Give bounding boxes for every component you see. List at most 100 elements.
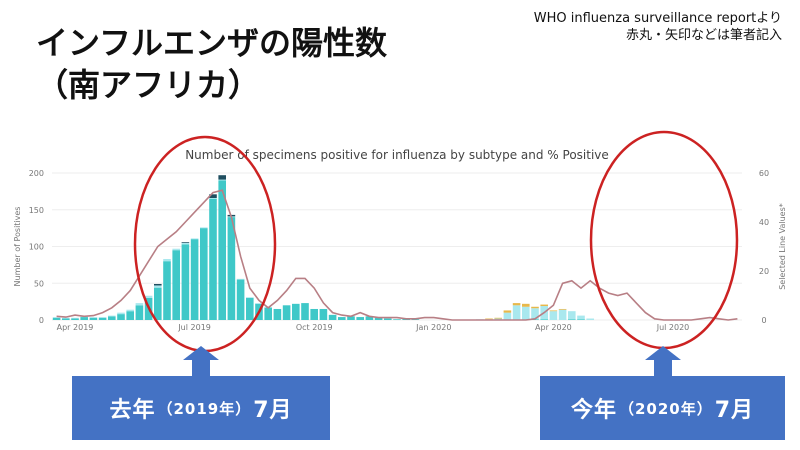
- source-note-line2: 赤丸・矢印などは筆者記入: [625, 28, 782, 43]
- bar-w2-s0: [71, 318, 79, 320]
- bar-w10-s1: [144, 295, 153, 298]
- arrow-2019: [183, 346, 219, 376]
- bar-w26-s0: [292, 303, 300, 320]
- x-tick-label-4: Apr 2020: [535, 323, 572, 332]
- bar-w15-s1: [190, 238, 199, 240]
- bar-w2-s1: [71, 317, 79, 319]
- bar-w21-s0: [246, 297, 254, 320]
- bar-w17-s0: [209, 198, 217, 320]
- bar-w49-s1: [503, 312, 512, 320]
- arrow-2020: [645, 346, 681, 376]
- bar-w55-s3: [558, 308, 567, 310]
- bar-w58-s1: [586, 318, 594, 320]
- bar-w32-s0: [347, 316, 355, 320]
- source-note: WHO influenza surveillance reportより 赤丸・矢…: [534, 10, 782, 44]
- bar-w4-s0: [89, 317, 98, 320]
- bar-w15-s0: [190, 239, 199, 320]
- bar-w47-s3: [485, 318, 493, 320]
- bar-w35-s0: [374, 317, 383, 320]
- bar-w0-s1: [52, 317, 61, 318]
- bar-w54-s3: [549, 310, 558, 312]
- bar-w53-s3: [540, 304, 548, 307]
- bar-w7-s1: [117, 312, 125, 315]
- callout-2020-year-word: 今年: [570, 398, 617, 423]
- bar-w31-s0: [338, 317, 346, 320]
- y-tick-label-0: 0: [39, 316, 44, 325]
- bar-w24-s0: [273, 308, 282, 320]
- bar-w55-s1: [558, 309, 567, 320]
- bar-w52-s3: [531, 306, 539, 309]
- bar-w1-s0: [62, 318, 70, 320]
- bar-w51-s3: [522, 303, 530, 307]
- bar-w9-s1: [135, 303, 144, 306]
- bar-w18-s2: [218, 175, 226, 180]
- bar-w17-s2: [209, 194, 217, 198]
- bar-w22-s1: [255, 303, 263, 304]
- x-tick-label-3: Jan 2020: [415, 323, 451, 332]
- bar-w18-s0: [218, 180, 226, 320]
- bar-w50-s3: [512, 303, 521, 306]
- bar-w19-s0: [227, 217, 236, 320]
- bar-w20-s1: [236, 278, 245, 280]
- bar-w1-s1: [62, 317, 70, 319]
- y2-tick-label-2: 40: [759, 218, 769, 227]
- bar-w12-s1: [163, 258, 171, 262]
- source-note-line1: WHO influenza surveillance reportより: [533, 11, 782, 26]
- bar-w51-s1: [522, 306, 530, 320]
- bar-w21-s1: [246, 297, 254, 298]
- bar-w37-s0: [393, 319, 401, 320]
- bar-w8-s1: [126, 309, 134, 312]
- callout-2019-month: 7月: [253, 398, 293, 423]
- bar-w11-s2: [154, 283, 162, 286]
- slide-title-line2: （南アフリカ）: [36, 66, 261, 104]
- bar-w12-s0: [163, 261, 171, 320]
- slide-title-line1: インフルエンザの陽性数: [36, 24, 388, 62]
- percent-positive-line: [56, 189, 738, 321]
- bar-w33-s0: [356, 317, 364, 320]
- bar-w14-s1: [181, 242, 190, 245]
- y-tick-label-1: 50: [34, 279, 44, 288]
- callout-2020-paren: （2020年）: [618, 399, 713, 418]
- y-tick-label-4: 200: [29, 169, 44, 178]
- bar-w18-s1: [218, 179, 226, 181]
- callout-2019-year-word: 去年: [109, 398, 156, 423]
- bar-w30-s0: [328, 314, 337, 320]
- annotation-circle-2020: [589, 130, 739, 350]
- bar-w57-s0: [577, 319, 585, 320]
- callout-2019-paren: （2019年）: [157, 399, 252, 418]
- bar-w36-s0: [384, 318, 392, 320]
- x-tick-label-2: Oct 2019: [296, 323, 333, 332]
- bar-w54-s1: [549, 311, 558, 320]
- chart-title: Number of specimens positive for influen…: [185, 148, 609, 162]
- bar-w14-s2: [181, 242, 190, 243]
- bar-w28-s0: [310, 308, 318, 320]
- bar-w6-s1: [108, 315, 116, 317]
- bar-w52-s0: [531, 319, 539, 320]
- y-axis-label: Number of Positives: [13, 207, 22, 287]
- bar-w5-s0: [98, 317, 107, 320]
- bar-w4-s1: [89, 317, 98, 318]
- slide-title: インフルエンザの陽性数 （南アフリカ）: [36, 22, 387, 106]
- callout-2020-month: 7月: [714, 398, 755, 423]
- y2-axis-label: Selected Line Values*: [778, 203, 787, 290]
- x-tick-label-1: Jul 2019: [177, 323, 211, 332]
- bar-w3-s0: [80, 317, 88, 320]
- bar-w5-s1: [98, 317, 107, 318]
- bar-w11-s1: [154, 285, 162, 288]
- bar-w6-s0: [108, 316, 116, 320]
- bar-w8-s0: [126, 311, 134, 320]
- bar-w9-s0: [135, 305, 144, 320]
- bar-w25-s0: [282, 305, 291, 320]
- bar-w7-s0: [117, 314, 125, 320]
- bar-w53-s0: [540, 319, 548, 320]
- bar-w50-s1: [512, 305, 521, 320]
- bar-w20-s0: [236, 279, 245, 320]
- callout-2019-july: 去年 （2019年） 7月: [72, 376, 330, 440]
- y2-tick-label-0: 0: [761, 316, 766, 325]
- bar-w14-s0: [181, 244, 190, 320]
- bar-w0-s0: [52, 317, 61, 320]
- y2-tick-label-1: 20: [759, 267, 769, 276]
- callout-2020-july: 今年 （2020年） 7月: [540, 376, 785, 440]
- bar-w56-s1: [568, 311, 576, 320]
